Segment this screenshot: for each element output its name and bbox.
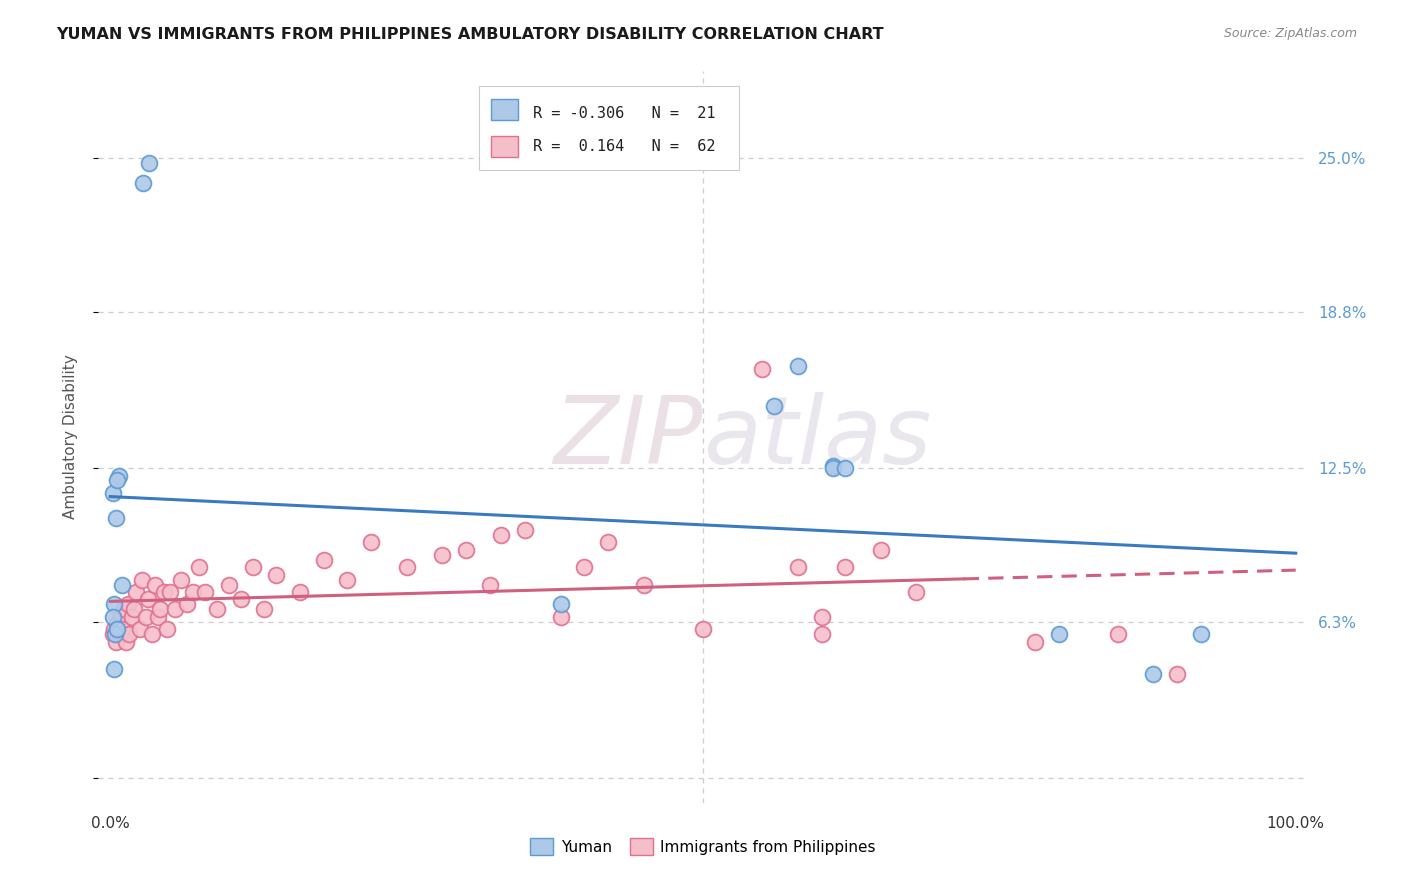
Y-axis label: Ambulatory Disability: Ambulatory Disability: [63, 355, 77, 519]
Point: [105, 474, 128, 488]
Point: [264, 567, 287, 582]
Point: [810, 627, 832, 641]
Point: [218, 577, 240, 591]
Point: [105, 510, 128, 524]
Point: [360, 535, 382, 549]
Point: [229, 592, 252, 607]
Point: [823, 461, 845, 475]
Point: [454, 542, 477, 557]
Point: [107, 468, 129, 483]
Point: [159, 585, 181, 599]
Point: [105, 634, 128, 648]
Point: [1047, 627, 1070, 641]
Point: [138, 156, 160, 170]
Point: [118, 627, 141, 641]
Bar: [492, 99, 517, 120]
Point: [135, 610, 157, 624]
Point: [823, 458, 845, 473]
Point: [834, 560, 856, 574]
Point: [491, 528, 513, 542]
Point: [598, 535, 620, 549]
Point: [114, 602, 136, 616]
Point: [395, 560, 418, 574]
Point: [905, 585, 928, 599]
Point: [136, 592, 159, 607]
Point: [786, 560, 808, 574]
Point: [1142, 666, 1164, 681]
Point: [810, 610, 832, 624]
Text: R =  0.164   N =  62: R = 0.164 N = 62: [533, 139, 716, 154]
Text: Source: ZipAtlas.com: Source: ZipAtlas.com: [1223, 27, 1357, 40]
Point: [146, 610, 169, 624]
Point: [170, 573, 193, 587]
Point: [149, 602, 172, 616]
Point: [288, 585, 311, 599]
Point: [103, 622, 125, 636]
Point: [188, 560, 211, 574]
Point: [574, 560, 596, 574]
Point: [205, 602, 228, 616]
Point: [104, 627, 127, 641]
Point: [122, 602, 145, 616]
Point: [103, 598, 125, 612]
Point: [156, 622, 179, 636]
Point: [176, 598, 198, 612]
Point: [786, 359, 808, 374]
Point: [111, 622, 134, 636]
Point: [478, 577, 501, 591]
Point: [1024, 634, 1046, 648]
Point: [751, 362, 773, 376]
Point: [105, 622, 128, 636]
Point: [834, 461, 856, 475]
Point: [194, 585, 217, 599]
Point: [165, 602, 187, 616]
Point: [1166, 666, 1188, 681]
Bar: [479, 86, 740, 170]
Text: ZIP: ZIP: [554, 392, 703, 483]
Point: [633, 577, 655, 591]
Point: [181, 585, 204, 599]
Point: [141, 627, 163, 641]
Point: [692, 622, 714, 636]
Point: [550, 598, 572, 612]
Point: [125, 585, 148, 599]
Point: [1107, 627, 1129, 641]
Point: [131, 573, 153, 587]
Point: [869, 542, 891, 557]
Point: [336, 573, 359, 587]
Point: [143, 577, 166, 591]
Point: [111, 577, 134, 591]
Point: [101, 486, 124, 500]
Point: [129, 622, 152, 636]
Point: [114, 634, 136, 648]
Point: [117, 598, 139, 612]
Point: [101, 610, 124, 624]
Legend: Yuman, Immigrants from Philippines: Yuman, Immigrants from Philippines: [524, 832, 882, 861]
Text: atlas: atlas: [703, 392, 931, 483]
Point: [110, 610, 132, 624]
Point: [108, 627, 131, 641]
Point: [103, 662, 125, 676]
Point: [253, 602, 276, 616]
Point: [121, 610, 143, 624]
Point: [432, 548, 454, 562]
Point: [242, 560, 264, 574]
Point: [1189, 627, 1212, 641]
Bar: [492, 136, 517, 157]
Point: [101, 627, 124, 641]
Point: [515, 523, 537, 537]
Point: [312, 553, 335, 567]
Point: [105, 617, 128, 632]
Text: R = -0.306   N =  21: R = -0.306 N = 21: [533, 105, 716, 120]
Point: [132, 176, 155, 190]
Point: [550, 610, 572, 624]
Point: [763, 399, 786, 413]
Point: [152, 585, 174, 599]
Text: YUMAN VS IMMIGRANTS FROM PHILIPPINES AMBULATORY DISABILITY CORRELATION CHART: YUMAN VS IMMIGRANTS FROM PHILIPPINES AMB…: [56, 27, 884, 42]
